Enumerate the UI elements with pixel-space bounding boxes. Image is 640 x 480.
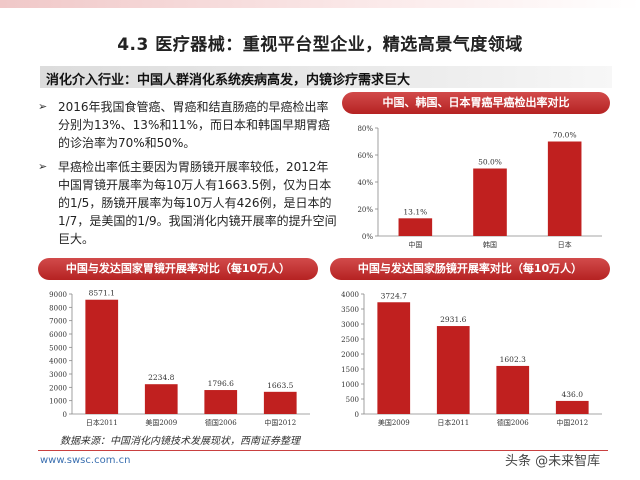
y-tick-label: 1000 (49, 398, 67, 406)
x-tick-label: 日本 (558, 240, 572, 249)
x-tick-label: 美国2009 (145, 418, 177, 427)
chart-title: 中国、韩国、日本胃癌早癌检出率对比 (342, 92, 610, 114)
bar-value-label: 50.0% (478, 158, 502, 167)
arrow-bullet-icon: ➢ (38, 100, 48, 113)
x-tick-label: 中国 (408, 240, 422, 249)
bullet-item: ➢ 2016年我国食管癌、胃癌和结直肠癌的早癌检出率分别为13%、13%和11%… (38, 98, 338, 152)
bullet-list: ➢ 2016年我国食管癌、胃癌和结直肠癌的早癌检出率分别为13%、13%和11%… (38, 98, 338, 254)
arrow-bullet-icon: ➢ (38, 160, 48, 173)
chart-plot: 0% 20% 40% 60% 80% 13.1% 中国 50.0% 韩国 70.0% 日本 (357, 125, 602, 249)
y-tick-label: 0 (355, 411, 359, 419)
y-tick-label: 5000 (49, 344, 67, 352)
x-tick-label: 中国2012 (556, 418, 588, 427)
section-subtitle: 消化介入行业：中国人群消化系统疾病高发，内镜诊疗需求巨大 (46, 73, 411, 88)
y-tick-label: 20% (357, 206, 373, 214)
bar (496, 365, 530, 414)
bar-value-label: 1796.6 (208, 379, 234, 388)
y-tick-label: 6000 (49, 331, 67, 339)
y-tick-label: 1000 (341, 381, 359, 389)
bar (144, 384, 178, 414)
bar-value-label: 1602.3 (500, 355, 526, 364)
gastroscopy-chart: 中国与发达国家胃镜开展率对比（每10万人） 0 1000 2000 3000 4000 5… (38, 258, 318, 430)
y-tick-label: 2000 (341, 351, 359, 359)
bullet-text: 早癌检出率低主要因为胃肠镜开展率较低，2012年中国胃镜开展率为每10万人有16… (58, 160, 337, 246)
subtitle-bar: 消化介入行业：中国人群消化系统疾病高发，内镜诊疗需求巨大 (40, 66, 612, 88)
early-cancer-chart: 中国、韩国、日本胃癌早癌检出率对比 0% 20% 40% 60% 80% 13.1% 中国 5… (342, 92, 610, 252)
top-decor-bar (0, 0, 640, 8)
y-tick-label: 3500 (341, 306, 359, 314)
y-tick-label: 7000 (49, 318, 67, 326)
y-tick-label: 0 (63, 411, 67, 419)
bar-value-label: 436.0 (562, 390, 584, 399)
bullet-item: ➢ 早癌检出率低主要因为胃肠镜开展率较低，2012年中国胃镜开展率为每10万人有… (38, 158, 338, 248)
bar (547, 141, 582, 236)
y-tick-label: 4000 (341, 291, 359, 299)
x-tick-label: 韩国 (483, 240, 497, 249)
bar-value-label: 2234.8 (148, 373, 174, 382)
y-tick-label: 0% (362, 233, 373, 241)
bar (204, 390, 238, 414)
chart-plot: 0 500 1000 1500 2000 2500 3000 3500 4000 3724.7 美国… (341, 291, 602, 427)
y-tick-label: 40% (357, 179, 373, 187)
chart-plot: 0 1000 2000 3000 4000 5000 6000 7000 8000 9000 857… (49, 289, 310, 427)
bar-value-label: 1663.5 (267, 381, 293, 390)
y-tick-label: 2500 (341, 336, 359, 344)
y-tick-label: 8000 (49, 304, 67, 312)
colonoscopy-chart: 中国与发达国家肠镜开展率对比（每10万人） 0 500 1000 1500 2000 25… (330, 258, 610, 430)
y-tick-label: 9000 (49, 291, 67, 299)
watermark: 头条 @未来智库 (505, 454, 601, 469)
y-tick-label: 2000 (49, 384, 67, 392)
y-tick-label: 3000 (49, 371, 67, 379)
y-tick-label: 1500 (341, 366, 359, 374)
bar (263, 391, 297, 414)
x-tick-label: 中国2012 (264, 418, 296, 427)
bar (398, 218, 433, 236)
x-tick-label: 日本2011 (437, 418, 469, 427)
y-tick-label: 80% (357, 125, 373, 133)
chart-title: 中国与发达国家胃镜开展率对比（每10万人） (38, 258, 318, 280)
y-tick-label: 3000 (341, 321, 359, 329)
bar (377, 302, 411, 414)
page-title: 4.3 医疗器械：重视平台型企业，精选高景气度领域 (117, 35, 523, 55)
chart-title: 中国与发达国家肠镜开展率对比（每10万人） (330, 258, 610, 280)
bar (436, 326, 470, 414)
x-tick-label: 日本2011 (86, 418, 118, 427)
bar (85, 299, 119, 414)
bar (555, 400, 589, 414)
website-link[interactable]: www.swsc.com.cn (40, 455, 131, 466)
y-tick-label: 4000 (49, 358, 67, 366)
x-tick-label: 德国2006 (205, 418, 237, 427)
bar-value-label: 2931.6 (440, 315, 466, 324)
bar-value-label: 70.0% (553, 131, 577, 140)
bar-value-label: 8571.1 (89, 289, 115, 298)
x-tick-label: 德国2006 (497, 418, 529, 427)
y-tick-label: 500 (346, 396, 359, 404)
x-tick-label: 美国2009 (378, 418, 410, 427)
data-source-note: 数据来源：中国消化内镜技术发展现状，西南证券整理 (60, 436, 300, 447)
bar (473, 168, 507, 236)
bar-value-label: 13.1% (403, 207, 427, 216)
bar-value-label: 3724.7 (381, 291, 407, 300)
y-tick-label: 60% (357, 152, 373, 160)
bullet-text: 2016年我国食管癌、胃癌和结直肠癌的早癌检出率分别为13%、13%和11%，而… (58, 100, 331, 150)
footer-divider (38, 450, 608, 451)
